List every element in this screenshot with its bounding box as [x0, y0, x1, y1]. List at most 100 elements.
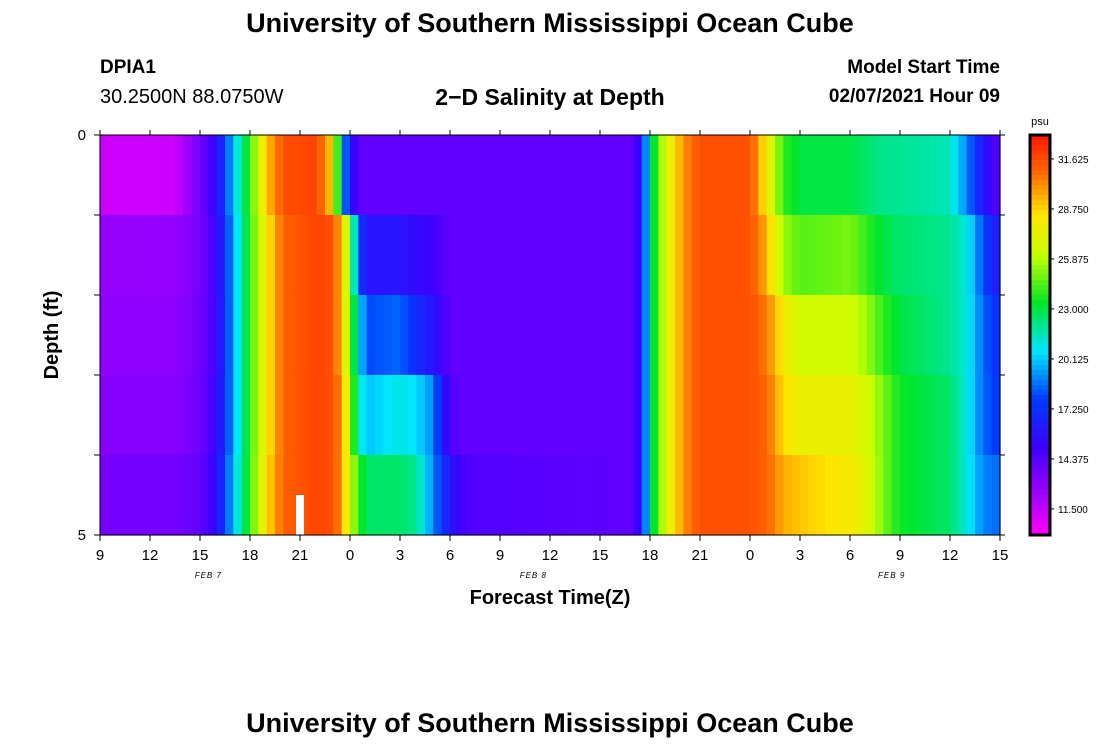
heatmap-cell — [516, 455, 526, 536]
heatmap-cell — [475, 215, 484, 296]
heatmap-cell — [200, 295, 209, 376]
heatmap-cell — [391, 135, 401, 216]
heatmap-cell — [816, 135, 826, 216]
heatmap-cell — [625, 215, 634, 296]
colorbar-band — [1030, 355, 1050, 361]
heatmap-cell — [475, 135, 484, 216]
heatmap-cell — [558, 215, 568, 296]
heatmap-cell — [391, 455, 401, 536]
colorbar-band — [1030, 460, 1050, 466]
colorbar-band — [1030, 235, 1050, 241]
heatmap-cell — [125, 135, 134, 216]
x-tick-label: 12 — [142, 547, 159, 564]
heatmap-cell — [550, 135, 559, 216]
heatmap-cell — [708, 455, 718, 536]
colorbar-band — [1030, 385, 1050, 391]
heatmap-cell — [541, 135, 551, 216]
colorbar-band — [1030, 315, 1050, 321]
colorbar-tick-label: 14.375 — [1058, 455, 1089, 466]
x-tick-label: 6 — [846, 547, 854, 564]
heatmap-cell — [650, 295, 659, 376]
heatmap-cell — [700, 135, 709, 216]
heatmap-cell — [966, 135, 976, 216]
colorbar-band — [1030, 515, 1050, 521]
heatmap-cell — [516, 135, 526, 216]
x-tick-label: 12 — [542, 547, 559, 564]
heatmap-cell — [558, 135, 568, 216]
colorbar-band — [1030, 295, 1050, 301]
heatmap-cell — [433, 215, 443, 296]
heatmap-cell — [525, 455, 534, 536]
heatmap-cell — [141, 375, 151, 456]
heatmap-cell — [541, 375, 551, 456]
heatmap-cell — [825, 215, 834, 296]
colorbar-band — [1030, 270, 1050, 276]
heatmap-cell — [783, 215, 793, 296]
x-tick-label: 0 — [746, 547, 754, 564]
heatmap-cell — [600, 135, 609, 216]
heatmap-cell — [741, 375, 751, 456]
heatmap-cell — [258, 455, 268, 536]
heatmap-cell — [525, 215, 534, 296]
heatmap-cell — [416, 135, 426, 216]
colorbar-band — [1030, 165, 1050, 171]
heatmap-cell — [900, 375, 909, 456]
heatmap-cell — [316, 455, 326, 536]
heatmap-cell — [533, 135, 543, 216]
heatmap-cell — [683, 135, 693, 216]
heatmap-cell — [508, 215, 518, 296]
heatmap-cell — [183, 455, 193, 536]
heatmap-cell — [816, 215, 826, 296]
heatmap-cell — [158, 455, 168, 536]
colorbar-band — [1030, 325, 1050, 331]
heatmap-cell — [166, 215, 176, 296]
heatmap-cell — [925, 375, 934, 456]
heatmap-cell — [641, 135, 651, 216]
heatmap-cell — [100, 375, 109, 456]
heatmap-cell — [450, 455, 459, 536]
x-tick-label: 6 — [446, 547, 454, 564]
heatmap-cell — [658, 215, 668, 296]
heatmap-cell — [766, 375, 776, 456]
heatmap-cell — [925, 135, 934, 216]
colorbar-band — [1030, 275, 1050, 281]
heatmap-cell — [216, 135, 226, 216]
heatmap-cell — [591, 135, 601, 216]
colorbar-band — [1030, 350, 1050, 356]
heatmap-cell — [883, 135, 893, 216]
heatmap-cell — [616, 375, 626, 456]
heatmap-cell — [550, 375, 559, 456]
heatmap-cell — [591, 375, 601, 456]
x-tick-label: 15 — [192, 547, 209, 564]
heatmap-cell — [150, 295, 159, 376]
heatmap-cell — [883, 455, 893, 536]
heatmap-cell — [541, 215, 551, 296]
heatmap-cell — [900, 455, 909, 536]
heatmap-cell — [175, 295, 184, 376]
heatmap-cell — [600, 215, 609, 296]
heatmap-cell — [800, 295, 809, 376]
heatmap-cell — [433, 375, 443, 456]
heatmap-cell — [991, 295, 1001, 376]
heatmap-cell — [975, 215, 984, 296]
heatmap-cell — [608, 455, 618, 536]
heatmap-cell — [458, 215, 468, 296]
colorbar-band — [1030, 320, 1050, 326]
heatmap-cell — [575, 215, 584, 296]
heatmap-cell — [450, 295, 459, 376]
colorbar-band — [1030, 175, 1050, 181]
heatmap-cell — [891, 455, 901, 536]
heatmap-cell — [433, 135, 443, 216]
colorbar-band — [1030, 220, 1050, 226]
colorbar-band — [1030, 510, 1050, 516]
heatmap-cell — [183, 375, 193, 456]
heatmap-cell — [166, 295, 176, 376]
heatmap-cell — [891, 215, 901, 296]
station-id: DPIA1 — [100, 57, 156, 78]
footer-title: University of Southern Mississippi Ocean… — [246, 708, 854, 738]
heatmap-cell — [716, 135, 726, 216]
heatmap-cell — [241, 135, 251, 216]
heatmap-cell — [533, 295, 543, 376]
heatmap-cell — [408, 295, 418, 376]
heatmap-cell — [983, 215, 993, 296]
